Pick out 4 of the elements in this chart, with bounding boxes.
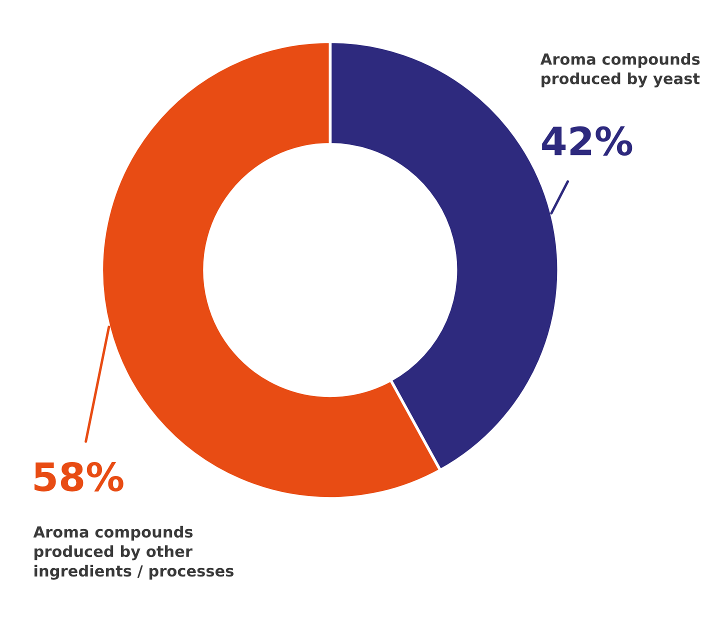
data-label: 42%	[542, 126, 632, 156]
slice-label: Aroma compounds produced by other ingredients / processes	[33, 526, 234, 580]
data-label: 58%	[34, 462, 124, 492]
slice-label: Aroma compounds produced by yeast	[540, 53, 700, 88]
